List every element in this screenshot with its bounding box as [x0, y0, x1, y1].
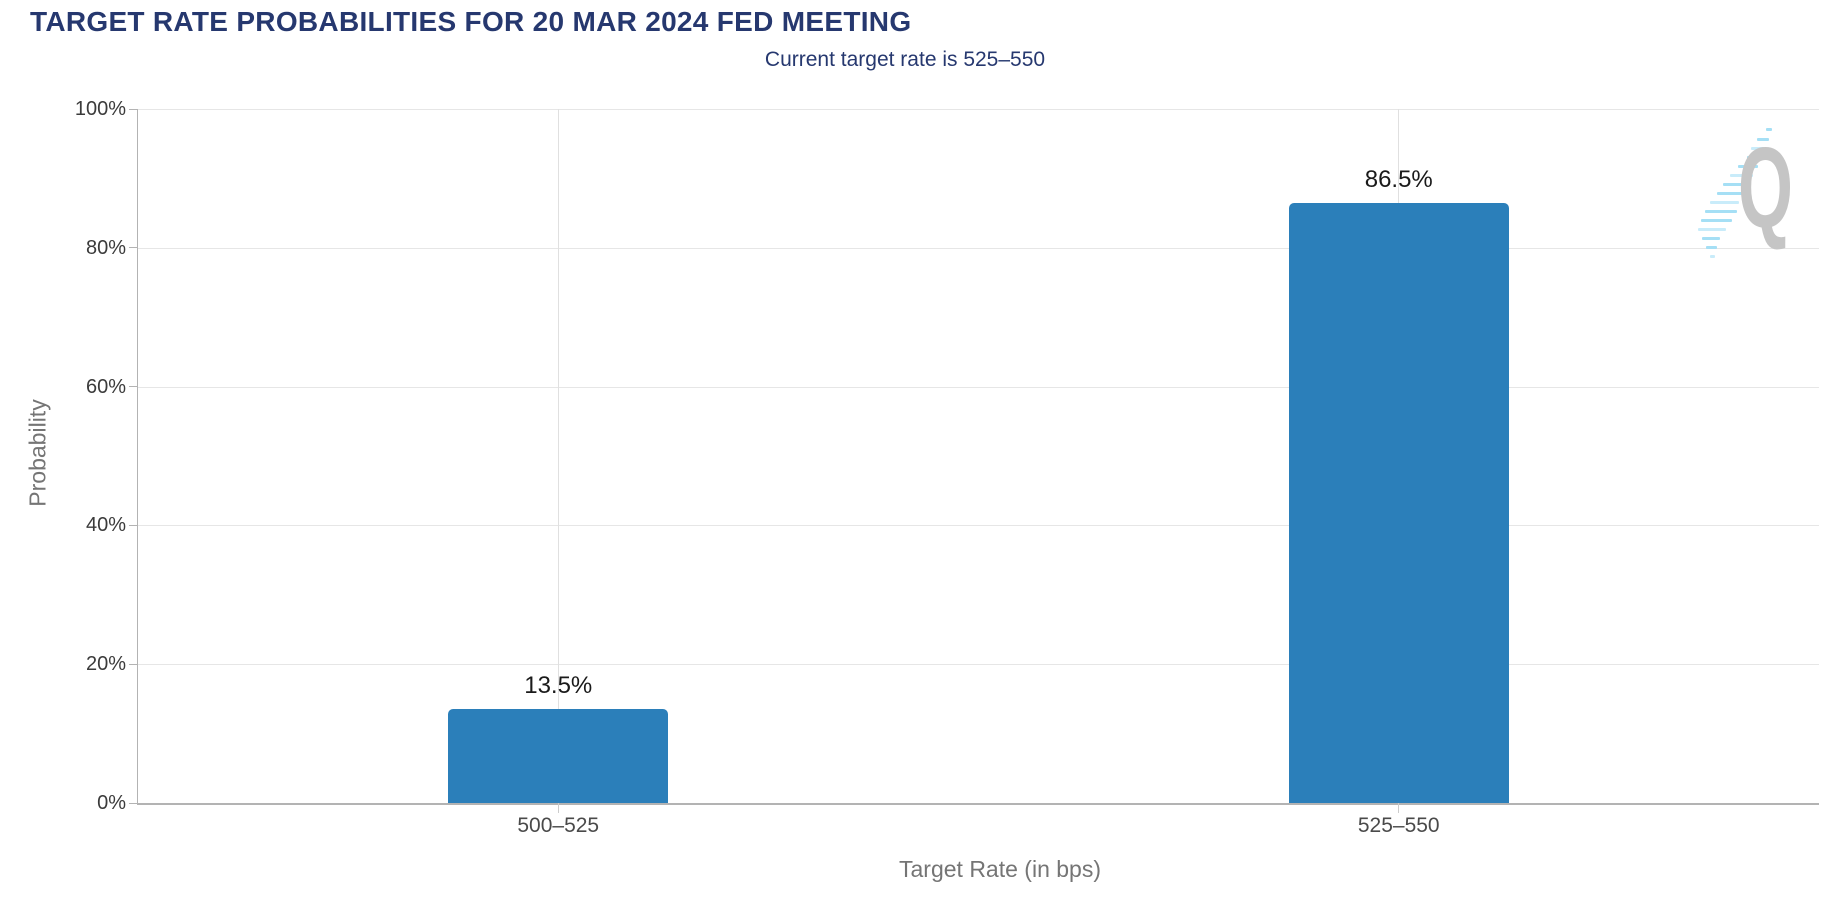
y-gridline: [138, 247, 1819, 249]
x-tick-label: 500–525: [517, 814, 600, 837]
y-tick-label: 0%: [97, 792, 126, 814]
y-tick-mark: [129, 247, 138, 249]
y-tick-label: 40%: [85, 514, 126, 537]
y-tick-label: 60%: [85, 375, 126, 398]
y-tick-label: 20%: [85, 653, 126, 676]
bar-500-525[interactable]: [448, 709, 669, 803]
y-gridline: [138, 664, 1819, 666]
x-axis-title: Target Rate (in bps): [899, 856, 1101, 882]
y-axis-title: Probability: [24, 399, 51, 507]
y-gridline: [138, 109, 1819, 110]
x-tick-mark: [557, 803, 559, 813]
y-gridline: [138, 386, 1819, 388]
x-tick-mark: [1398, 803, 1400, 813]
y-tick-mark: [129, 802, 138, 804]
plot-area: 13.5% 500–525 86.5% 525–550: [129, 108, 1819, 837]
y-gridline: [138, 525, 1819, 527]
bar-525-550[interactable]: [1288, 202, 1509, 803]
x-gridline: [557, 109, 559, 803]
y-tick-label: 80%: [85, 236, 126, 259]
bar-value-label: 86.5%: [1364, 165, 1433, 193]
chart-title: TARGET RATE PROBABILITIES FOR 20 MAR 202…: [30, 6, 912, 37]
y-tick-mark: [129, 663, 138, 665]
y-tick-label: 100%: [74, 98, 126, 120]
bar-value-label: 13.5%: [524, 672, 593, 700]
x-tick-label: 525–550: [1357, 814, 1440, 837]
y-tick-mark: [129, 386, 138, 388]
y-tick-mark: [129, 108, 138, 110]
y-tick-mark: [129, 524, 138, 526]
chart-subtitle: Current target rate is 525–550: [764, 48, 1046, 71]
